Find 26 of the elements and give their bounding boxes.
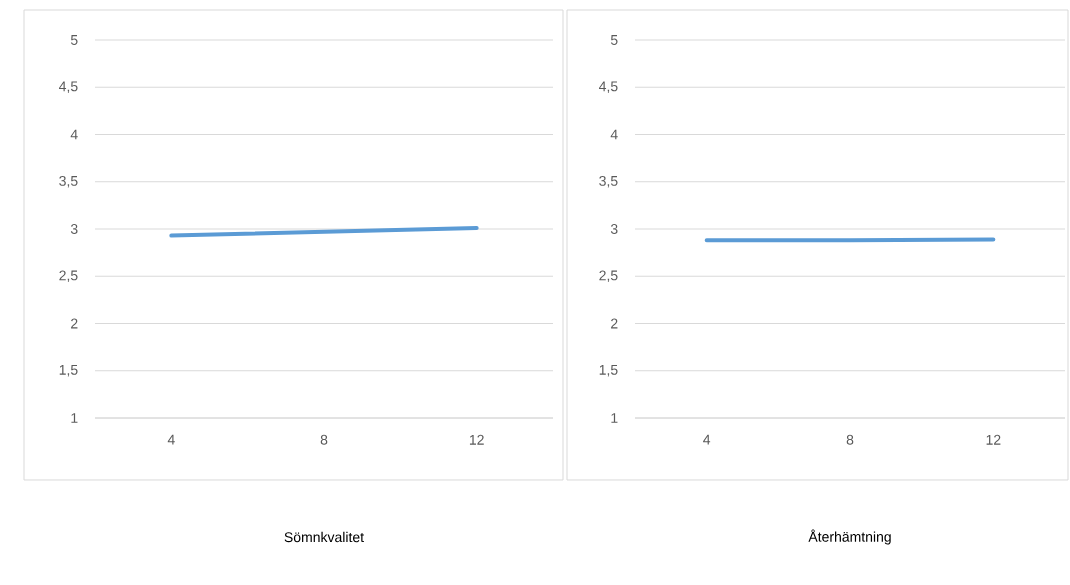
y-tick-label: 3 [610, 224, 618, 234]
x-tick-label: 4 [167, 434, 175, 445]
x-tick-label: 12 [986, 434, 1001, 445]
y-tick-label: 3,5 [59, 175, 78, 188]
x-tick-label: 4 [703, 434, 711, 445]
x-tick-label: 8 [846, 434, 854, 445]
y-tick-label: 5 [610, 35, 618, 45]
x-axis-title: Återhämtning [808, 529, 891, 545]
y-tick-label: 2 [611, 318, 618, 329]
y-tick-label: 1,5 [599, 365, 618, 377]
y-tick-label: 1,5 [59, 365, 78, 377]
y-tick-label: 2,5 [59, 270, 78, 283]
x-tick-label: 12 [469, 434, 484, 445]
x-tick-label: 8 [320, 434, 328, 445]
y-tick-label: 3 [70, 224, 78, 234]
y-tick-label: 2 [71, 318, 78, 329]
y-tick-label: 4 [70, 129, 78, 140]
y-tick-label: 4 [610, 129, 618, 140]
y-tick-label: 5 [70, 35, 78, 45]
y-tick-label: 4,5 [598, 81, 618, 93]
y-tick-label: 3,5 [599, 175, 618, 188]
y-tick-label: 2,5 [599, 270, 618, 283]
y-tick-label: 4,5 [59, 81, 78, 93]
x-axis-title: Sömnkvalitet [284, 531, 364, 543]
y-tick-label: 1 [611, 413, 618, 423]
y-tick-label: 1 [71, 413, 78, 423]
